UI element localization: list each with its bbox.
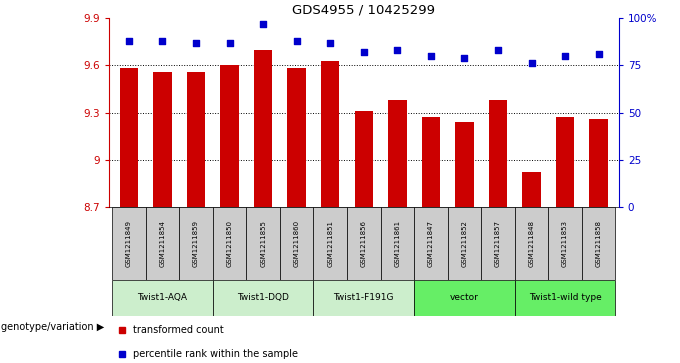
Text: Twist1-wild type: Twist1-wild type: [529, 293, 602, 302]
Point: [157, 38, 168, 44]
Bar: [388, 100, 407, 207]
Bar: [246, 207, 280, 280]
Text: GSM1211861: GSM1211861: [394, 220, 401, 267]
Text: genotype/variation ▶: genotype/variation ▶: [1, 322, 104, 332]
Point: [392, 47, 403, 53]
Point: [224, 40, 235, 46]
Bar: [153, 72, 172, 207]
Title: GDS4955 / 10425299: GDS4955 / 10425299: [292, 4, 435, 17]
Bar: [515, 207, 548, 280]
Bar: [381, 207, 414, 280]
Bar: [213, 207, 246, 280]
Bar: [515, 280, 615, 316]
Text: GSM1211847: GSM1211847: [428, 220, 434, 267]
Point: [560, 53, 571, 59]
Bar: [455, 122, 474, 207]
Bar: [489, 100, 507, 207]
Bar: [447, 207, 481, 280]
Bar: [354, 111, 373, 207]
Point: [124, 38, 135, 44]
Point: [291, 38, 302, 44]
Bar: [112, 280, 213, 316]
Bar: [582, 207, 615, 280]
Point: [325, 40, 336, 46]
Point: [459, 55, 470, 61]
Bar: [213, 280, 313, 316]
Bar: [254, 50, 273, 207]
Bar: [112, 207, 146, 280]
Point: [358, 49, 369, 55]
Text: Twist1-F191G: Twist1-F191G: [334, 293, 394, 302]
Text: GSM1211848: GSM1211848: [528, 220, 534, 267]
Point: [190, 40, 201, 46]
Point: [492, 47, 503, 53]
Bar: [313, 207, 347, 280]
Text: GSM1211851: GSM1211851: [327, 220, 333, 267]
Text: GSM1211859: GSM1211859: [193, 220, 199, 267]
Bar: [187, 72, 205, 207]
Text: GSM1211860: GSM1211860: [294, 220, 300, 267]
Text: GSM1211856: GSM1211856: [361, 220, 367, 267]
Bar: [481, 207, 515, 280]
Text: Twist1-AQA: Twist1-AQA: [137, 293, 188, 302]
Text: GSM1211854: GSM1211854: [160, 220, 165, 267]
Text: GSM1211853: GSM1211853: [562, 220, 568, 267]
Text: GSM1211858: GSM1211858: [596, 220, 602, 267]
Text: Twist1-DQD: Twist1-DQD: [237, 293, 289, 302]
Bar: [556, 117, 575, 207]
Text: GSM1211855: GSM1211855: [260, 220, 266, 267]
Point: [526, 61, 537, 66]
Bar: [548, 207, 582, 280]
Bar: [422, 117, 440, 207]
Text: vector: vector: [450, 293, 479, 302]
Bar: [220, 65, 239, 207]
Text: GSM1211850: GSM1211850: [226, 220, 233, 267]
Bar: [590, 119, 608, 207]
Bar: [313, 280, 414, 316]
Bar: [288, 69, 306, 207]
Text: transformed count: transformed count: [133, 325, 223, 335]
Point: [258, 21, 269, 27]
Text: GSM1211857: GSM1211857: [495, 220, 501, 267]
Bar: [180, 207, 213, 280]
Text: percentile rank within the sample: percentile rank within the sample: [133, 349, 298, 359]
Text: GSM1211852: GSM1211852: [462, 220, 467, 267]
Bar: [347, 207, 381, 280]
Bar: [414, 280, 515, 316]
Point: [426, 53, 437, 59]
Bar: [146, 207, 180, 280]
Bar: [321, 61, 339, 207]
Text: GSM1211849: GSM1211849: [126, 220, 132, 267]
Bar: [120, 69, 138, 207]
Point: [593, 51, 604, 57]
Bar: [280, 207, 313, 280]
Bar: [522, 172, 541, 207]
Bar: [414, 207, 447, 280]
